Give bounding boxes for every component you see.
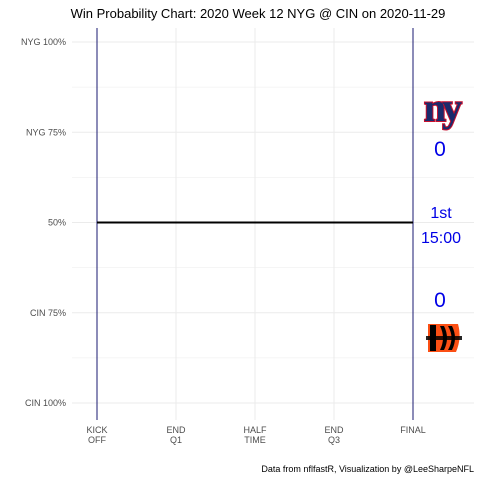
x-tick-label: KICK OFF	[86, 425, 107, 445]
x-tick-label: END Q1	[166, 425, 186, 445]
y-tick-label: CIN 75%	[30, 308, 66, 318]
y-tick-label: CIN 100%	[25, 398, 66, 408]
x-tick-label: HALF TIME	[243, 425, 267, 445]
y-tick-label: NYG 100%	[21, 37, 66, 47]
game-clock: 15:00	[421, 230, 461, 247]
x-tick-label: FINAL	[400, 425, 426, 435]
chart-title: Win Probability Chart: 2020 Week 12 NYG …	[71, 6, 446, 21]
nyg-score: 0	[434, 138, 446, 161]
cin-logo	[426, 324, 462, 352]
y-tick-label: 50%	[48, 218, 66, 228]
quarter-label: 1st	[430, 205, 452, 222]
chart-caption: Data from nflfastR, Visualization by @Le…	[261, 464, 474, 474]
nyg-logo: ny ny	[423, 84, 467, 131]
reference-vlines	[96, 28, 414, 420]
y-tick-label: NYG 75%	[26, 127, 66, 137]
x-axis-ticks: KICK OFF END Q1 HALF TIME END Q3 FINAL	[86, 425, 425, 445]
grid-lines	[72, 28, 474, 420]
y-axis-ticks: NYG 100% NYG 75% 50% CIN 75% CIN 100%	[21, 37, 66, 408]
cin-score: 0	[434, 289, 446, 312]
svg-text:ny: ny	[424, 85, 462, 130]
x-tick-label: END Q3	[324, 425, 344, 445]
